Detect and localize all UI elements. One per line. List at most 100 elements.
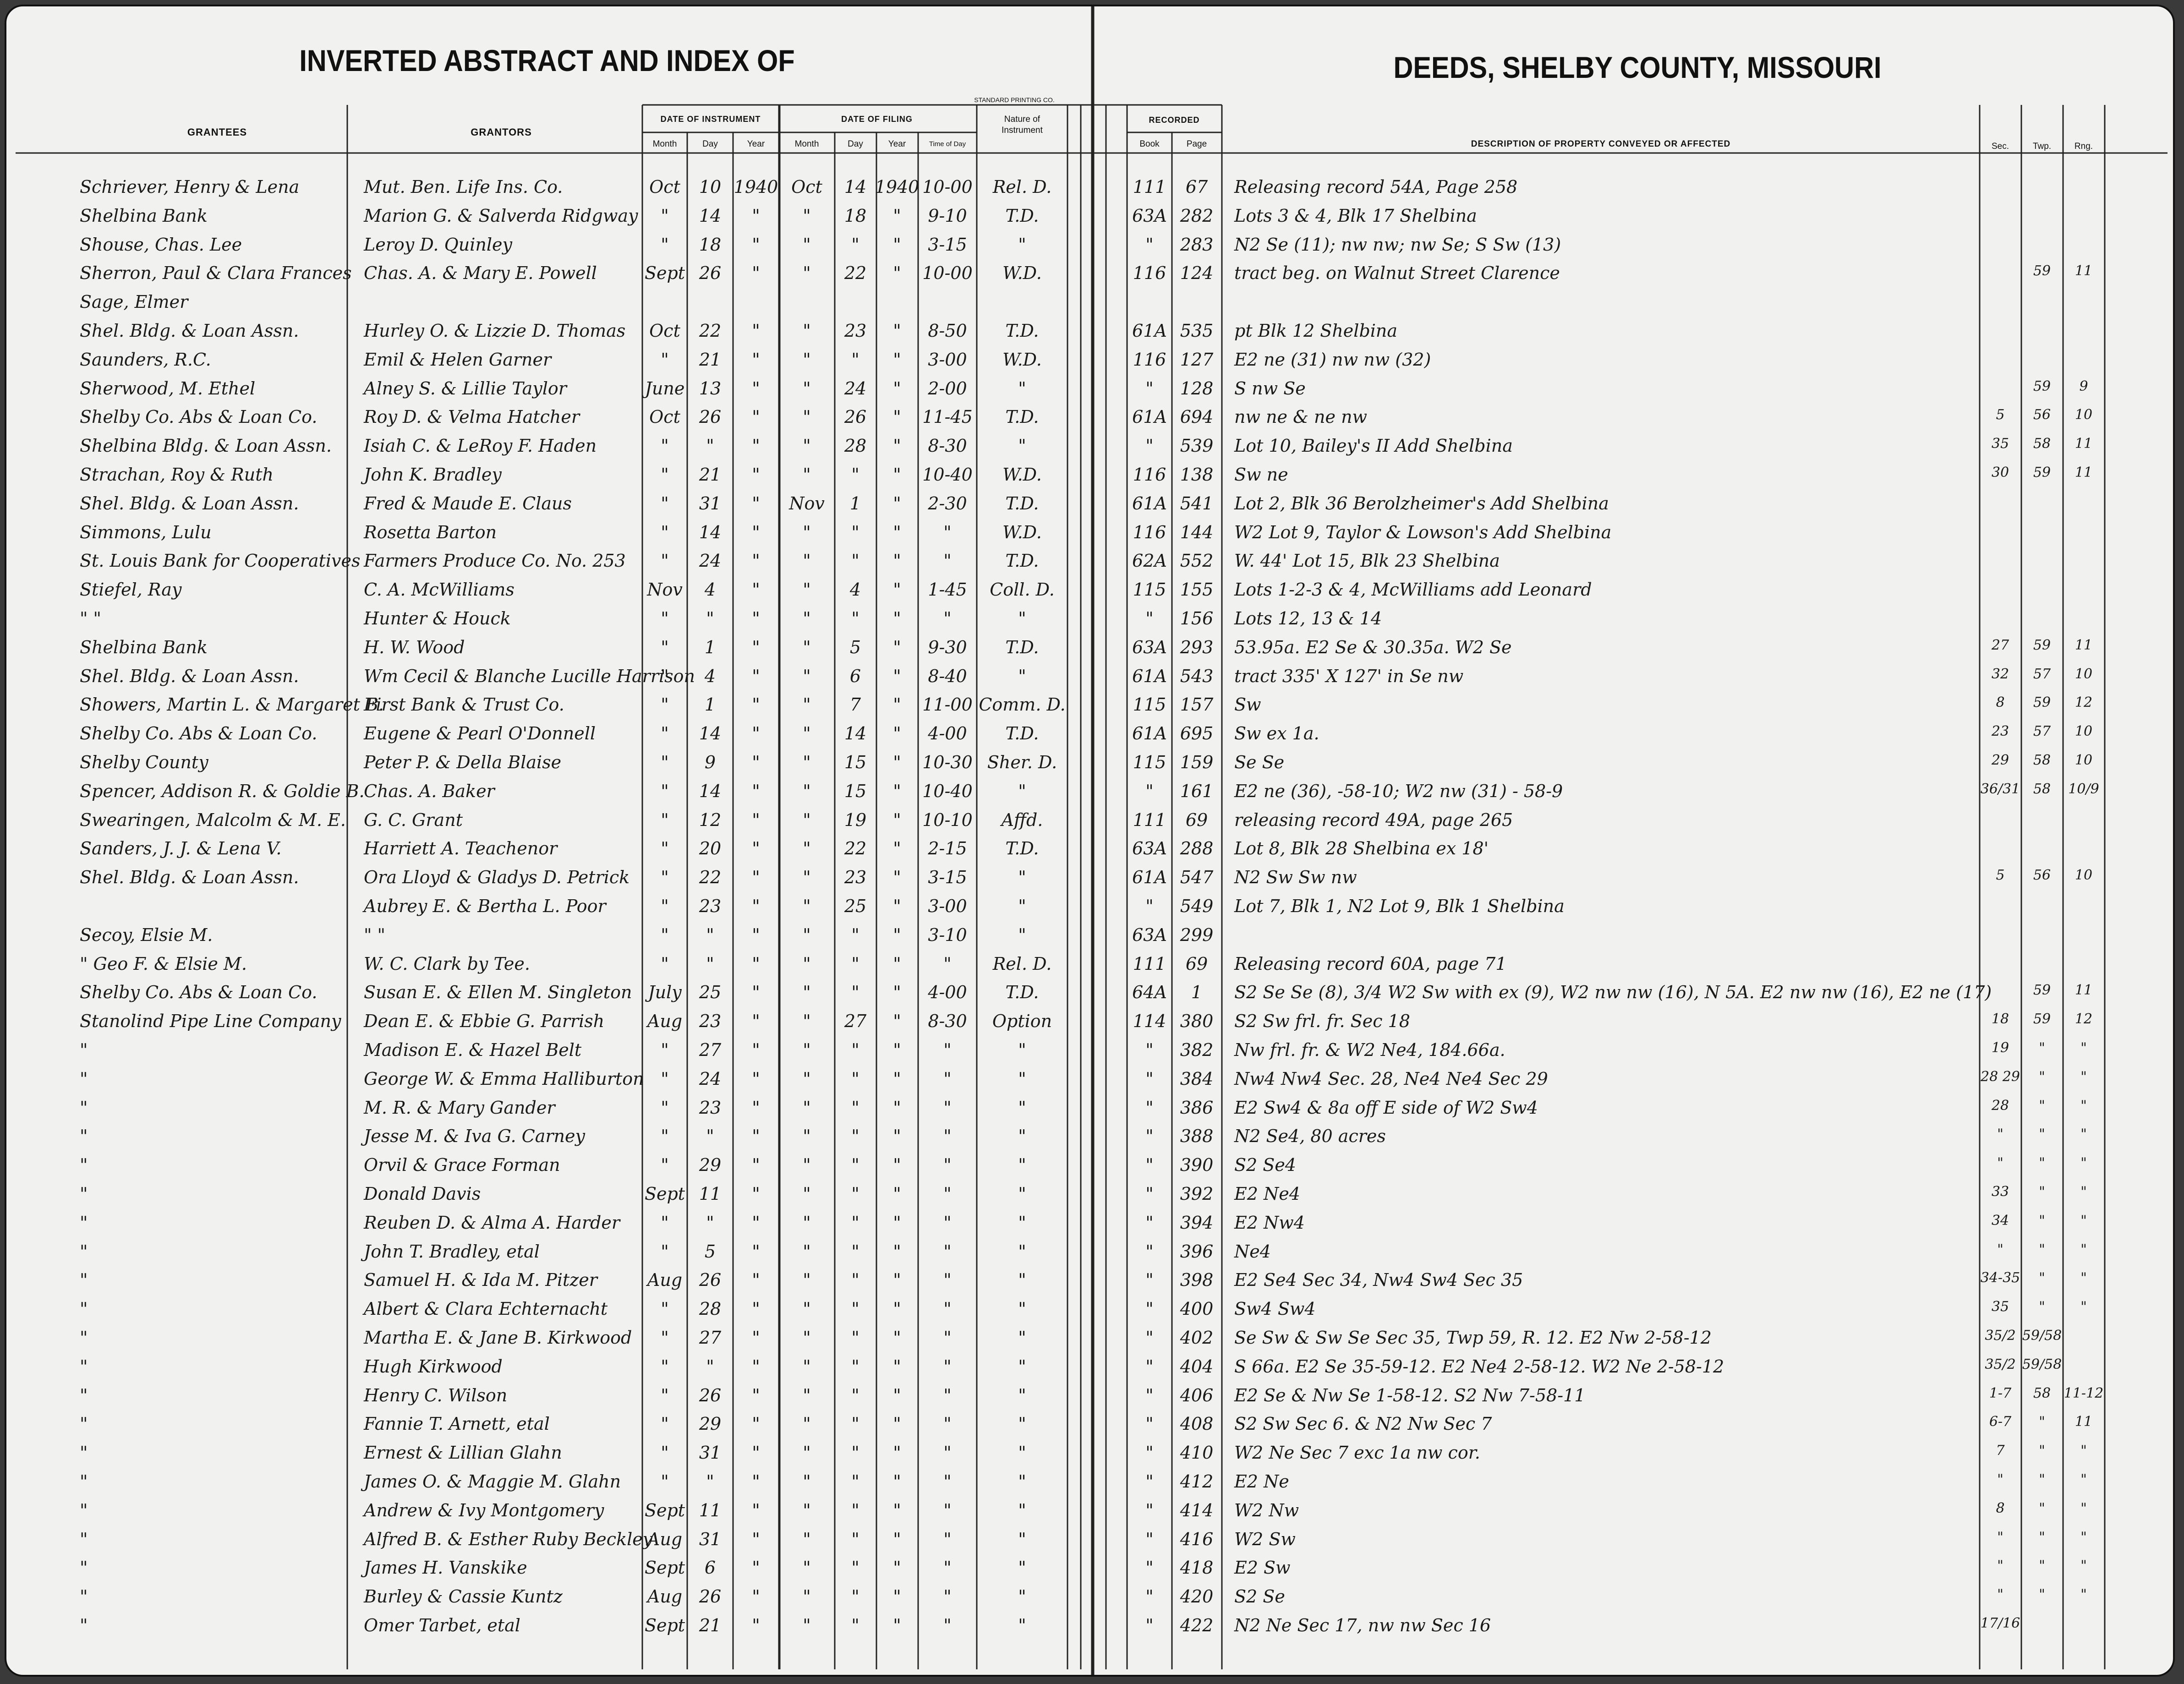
- file-month: ": [803, 637, 811, 657]
- description: Releasing record 60A, page 71: [1234, 953, 1507, 974]
- inst-year: ": [752, 1097, 760, 1118]
- inst-month: ": [661, 1385, 669, 1405]
- inst-year: ": [752, 752, 760, 772]
- time-of-day: ": [943, 1443, 952, 1463]
- book: 115: [1133, 580, 1166, 600]
- time-of-day: ": [943, 1500, 952, 1520]
- nature: ": [1018, 1184, 1026, 1204]
- file-year: ": [893, 953, 901, 974]
- inst-year: ": [752, 551, 760, 571]
- file-year: ": [893, 234, 901, 255]
- nature: ": [1018, 1040, 1026, 1060]
- rng: ": [2080, 1184, 2087, 1200]
- page: 420: [1180, 1586, 1214, 1607]
- sec: 35/2: [1985, 1328, 2016, 1344]
- sec: 32: [1991, 666, 2009, 682]
- file-year: ": [893, 1414, 901, 1434]
- rng: 10: [2075, 867, 2093, 884]
- description: Lots 12, 13 & 14: [1234, 608, 1382, 629]
- book: ": [1145, 1155, 1154, 1176]
- twp: 58: [2033, 436, 2051, 452]
- file-month: ": [803, 436, 811, 456]
- file-year: ": [893, 1328, 901, 1348]
- inst-day: ": [706, 436, 714, 456]
- file-year: ": [893, 1558, 901, 1578]
- time-of-day: 10-00: [922, 177, 973, 197]
- file-day: 22: [844, 838, 867, 859]
- inst-year: ": [752, 608, 760, 629]
- inst-month: ": [661, 349, 669, 370]
- inst-year: ": [752, 522, 760, 542]
- inst-day: 21: [699, 349, 722, 370]
- time-of-day: ": [943, 1270, 952, 1290]
- inst-month: ": [661, 436, 669, 456]
- file-month: ": [803, 1356, 811, 1377]
- nature: ": [1018, 1385, 1026, 1405]
- inst-year: ": [752, 896, 760, 916]
- grantor: Alfred B. & Esther Ruby Beckley: [364, 1529, 653, 1549]
- inst-day: 31: [699, 493, 722, 514]
- inst-year: ": [752, 1356, 760, 1377]
- ledger-page: INVERTED ABSTRACT AND INDEX OF DEEDS, SH…: [5, 5, 2175, 1677]
- inst-month: ": [661, 781, 669, 801]
- sec: 33: [1991, 1184, 2009, 1200]
- time-of-day: 10-00: [922, 263, 973, 284]
- time-of-day: 2-00: [928, 378, 967, 399]
- page: 543: [1180, 666, 1214, 686]
- file-year: ": [893, 666, 901, 686]
- file-day: 23: [844, 321, 867, 341]
- nature: ": [1018, 1126, 1026, 1147]
- file-year: 1940: [875, 177, 920, 197]
- nature: Coll. D.: [990, 580, 1055, 600]
- file-month: ": [803, 1068, 811, 1089]
- file-day: ": [851, 234, 859, 255]
- page: 398: [1180, 1270, 1214, 1290]
- twp: ": [2039, 1443, 2045, 1459]
- sec: ": [1997, 1241, 2003, 1258]
- grantor: Aubrey E. & Bertha L. Poor: [364, 896, 606, 916]
- file-day: ": [851, 1414, 859, 1434]
- description: Sw4 Sw4: [1234, 1299, 1316, 1319]
- twp: ": [2039, 1212, 2045, 1229]
- description: Lot 7, Blk 1, N2 Lot 9, Blk 1 Shelbina: [1234, 896, 1565, 916]
- grantor: Reuben D. & Alma A. Harder: [364, 1212, 620, 1233]
- file-year: ": [893, 694, 901, 715]
- inst-day: 29: [699, 1155, 722, 1176]
- file-month: ": [803, 1385, 811, 1405]
- page: 159: [1180, 752, 1214, 772]
- inst-day: 23: [699, 1011, 722, 1032]
- grantor: Hugh Kirkwood: [364, 1356, 503, 1377]
- page: 128: [1180, 378, 1214, 399]
- grantee: ": [80, 1155, 88, 1176]
- nature: ": [1018, 1443, 1026, 1463]
- file-day: 15: [844, 752, 867, 772]
- book: ": [1145, 608, 1154, 629]
- file-month: ": [803, 1558, 811, 1578]
- sec: 19: [1991, 1040, 2009, 1056]
- description: W2 Nw: [1234, 1500, 1299, 1520]
- file-day: ": [851, 1040, 859, 1060]
- twp: 58: [2033, 752, 2051, 768]
- page: 394: [1180, 1212, 1214, 1233]
- nature: ": [1018, 1529, 1026, 1549]
- file-year: ": [893, 1068, 901, 1089]
- book: ": [1145, 1414, 1154, 1434]
- file-year: ": [893, 1097, 901, 1118]
- file-year: ": [893, 465, 901, 485]
- grantor: Burley & Cassie Kuntz: [364, 1586, 563, 1607]
- grantee: Secoy, Elsie M.: [80, 924, 213, 945]
- description: Sw ne: [1234, 465, 1288, 485]
- book: 115: [1133, 752, 1166, 772]
- description: tract beg. on Walnut Street Clarence: [1234, 263, 1560, 284]
- inst-month: ": [661, 838, 669, 859]
- nature: ": [1018, 1212, 1026, 1233]
- nature: T.D.: [1005, 982, 1039, 1003]
- file-month: ": [803, 1040, 811, 1060]
- inst-year: ": [752, 781, 760, 801]
- file-month: ": [803, 349, 811, 370]
- description: E2 Se4 Sec 34, Nw4 Sw4 Sec 35: [1234, 1270, 1523, 1290]
- nature-header: Nature of Instrument: [1002, 115, 1043, 135]
- twp: 59: [2033, 982, 2051, 999]
- file-year: ": [893, 1212, 901, 1233]
- file-month: ": [803, 1241, 811, 1262]
